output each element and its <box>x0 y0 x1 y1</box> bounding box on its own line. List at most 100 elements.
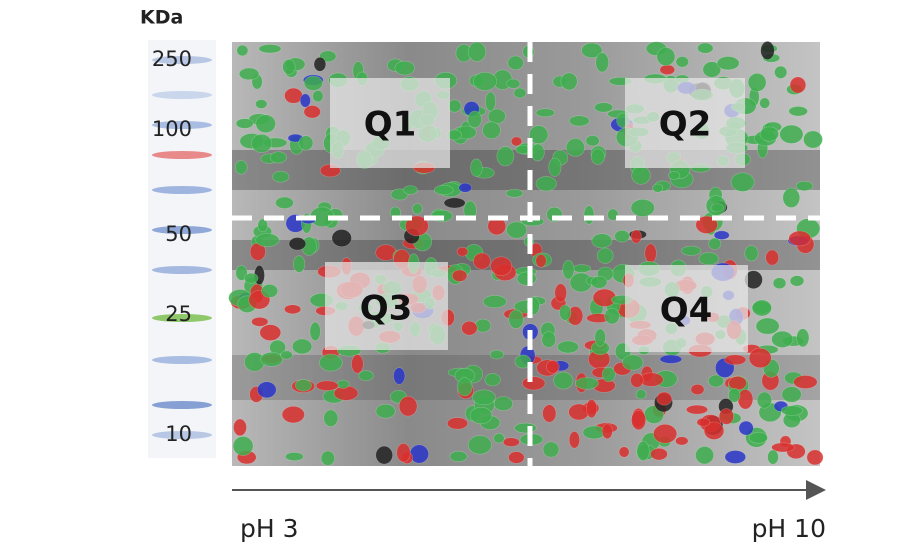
spot <box>645 244 657 263</box>
spot <box>780 125 803 143</box>
spot <box>282 406 304 423</box>
spot <box>543 442 559 457</box>
spot <box>653 184 663 192</box>
spot <box>497 147 514 166</box>
ladder-band <box>152 356 212 364</box>
spot <box>321 451 335 465</box>
spot <box>514 88 526 98</box>
spot <box>244 273 258 283</box>
spot <box>804 131 823 148</box>
spot <box>292 339 312 354</box>
spot <box>252 317 268 326</box>
spot <box>760 98 770 109</box>
spot <box>775 66 787 78</box>
spot <box>542 332 556 348</box>
spot <box>468 111 482 128</box>
spot <box>789 231 811 246</box>
spot <box>602 424 612 439</box>
spot <box>790 276 804 287</box>
spot <box>757 392 772 408</box>
spot <box>668 171 679 179</box>
spot <box>605 308 620 324</box>
spot <box>681 246 701 255</box>
spot <box>447 418 467 430</box>
spot <box>739 421 753 435</box>
spot <box>507 79 520 88</box>
spot <box>543 405 556 423</box>
spot <box>284 305 300 314</box>
spot <box>403 186 417 195</box>
spot <box>566 139 585 157</box>
spot <box>359 371 374 381</box>
ladder <box>148 40 216 458</box>
spot <box>319 354 342 371</box>
spot <box>251 134 271 152</box>
spot <box>569 431 579 448</box>
spot <box>509 310 524 329</box>
spot <box>289 238 306 251</box>
ph-start: pH 3 <box>240 514 299 543</box>
spot <box>697 418 710 426</box>
spot <box>508 56 524 70</box>
spot <box>756 318 779 334</box>
marker-label: 50 <box>165 222 192 246</box>
marker-label: 10 <box>165 422 192 446</box>
spot <box>490 350 504 359</box>
spot <box>395 61 415 75</box>
spot <box>595 329 606 347</box>
spot <box>256 115 276 133</box>
spot <box>462 321 478 335</box>
spot <box>506 222 526 238</box>
spot <box>471 159 483 177</box>
axis-label: KDa <box>140 7 183 29</box>
spot <box>676 56 689 67</box>
ph-end: pH 10 <box>752 514 826 543</box>
spot <box>283 59 296 74</box>
spot <box>473 72 496 90</box>
spot <box>376 245 396 261</box>
spot <box>237 45 248 56</box>
spot <box>557 341 578 353</box>
ladder-band <box>152 91 212 99</box>
spot <box>410 445 429 463</box>
quadrant-label: Q4 <box>660 291 713 331</box>
spot <box>485 92 495 111</box>
spot <box>304 106 321 119</box>
spot <box>536 255 547 268</box>
spot <box>256 234 280 247</box>
spot <box>569 404 589 420</box>
spot <box>660 355 682 363</box>
spot <box>636 390 646 400</box>
gel-figure: Q1 Q2 Q3 Q4 KDa 250 100 50 25 10 pH 3 pH… <box>0 0 906 550</box>
spot <box>657 48 675 66</box>
spot <box>503 438 519 447</box>
spot <box>717 57 739 70</box>
spot <box>485 373 501 386</box>
ladder-band <box>152 151 212 159</box>
spot <box>412 204 422 215</box>
spot <box>399 396 417 416</box>
spot <box>452 270 467 282</box>
ladder-band <box>152 401 212 409</box>
spot <box>261 284 277 297</box>
spot <box>790 77 806 93</box>
spot <box>332 230 352 247</box>
spot <box>316 381 338 391</box>
spot <box>397 443 411 462</box>
spot <box>300 94 310 107</box>
spot <box>725 451 746 464</box>
spot <box>470 407 492 424</box>
spot <box>236 119 253 129</box>
marker-label: 100 <box>152 117 192 141</box>
spot <box>719 409 734 425</box>
spot <box>434 185 453 195</box>
spot <box>575 378 598 390</box>
spot <box>483 295 506 307</box>
spot <box>597 248 613 263</box>
spot <box>807 450 823 465</box>
spot <box>789 106 808 116</box>
spot <box>796 181 813 191</box>
spot <box>506 189 523 197</box>
spot <box>783 188 800 208</box>
spot <box>596 53 609 72</box>
